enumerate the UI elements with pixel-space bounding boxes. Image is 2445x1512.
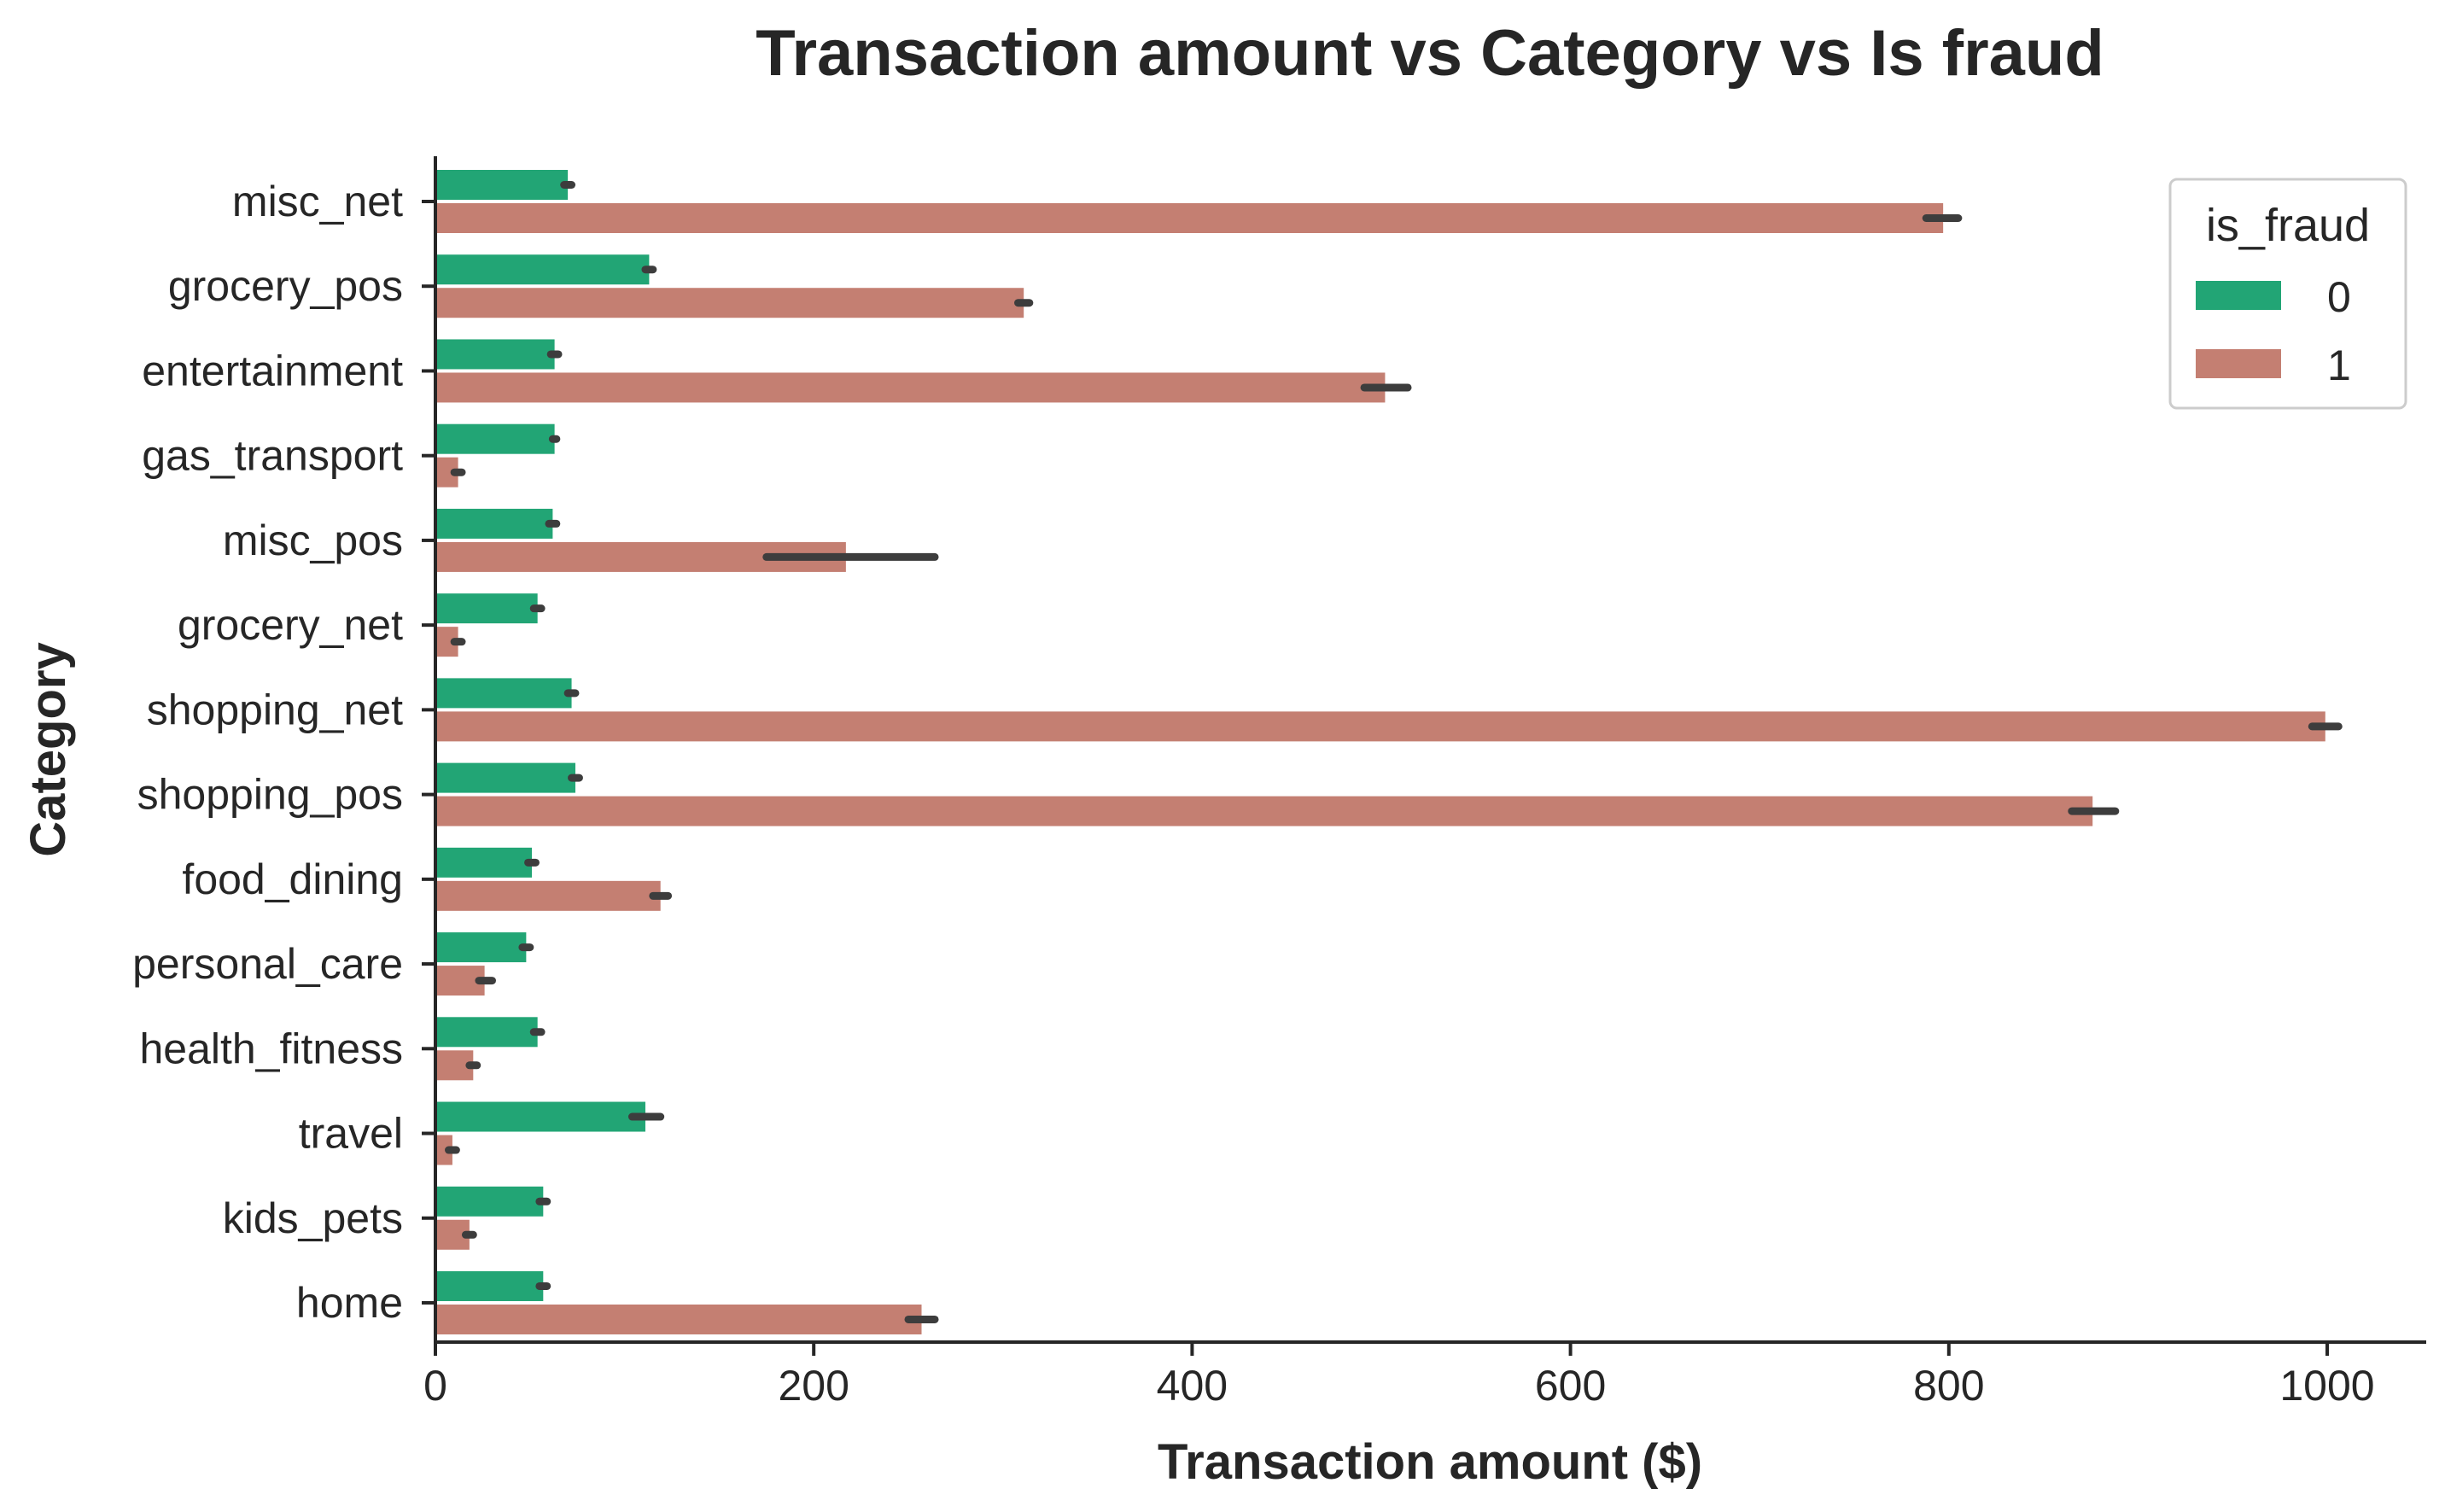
bar-food_dining-is-fraud-0	[435, 847, 533, 878]
y-tick-label-grocery_pos: grocery_pos	[168, 262, 403, 310]
y-axis-label: Category	[20, 642, 76, 856]
bar-entertainment-is-fraud-1	[435, 372, 1386, 403]
legend-title: is_fraud	[2206, 200, 2370, 251]
legend-label-0: 0	[2327, 273, 2351, 321]
y-tick-label-shopping_net: shopping_net	[147, 686, 403, 733]
x-tick-label-0: 0	[423, 1362, 447, 1410]
bar-shopping_pos-is-fraud-1	[435, 796, 2093, 826]
bar-grocery_net-is-fraud-0	[435, 593, 538, 624]
y-tick-label-shopping_pos: shopping_pos	[137, 771, 403, 819]
legend-label-1: 1	[2327, 342, 2351, 389]
y-tick-label-entertainment: entertainment	[142, 347, 403, 394]
bar-personal_care-is-fraud-0	[435, 932, 527, 963]
legend-swatch-1	[2196, 349, 2281, 378]
bar-entertainment-is-fraud-0	[435, 339, 555, 370]
x-tick-label-1000: 1000	[2279, 1362, 2374, 1410]
y-tick-label-health_fitness: health_fitness	[139, 1025, 403, 1072]
x-tick-label-400: 400	[1157, 1362, 1228, 1410]
y-tick-label-home: home	[296, 1279, 403, 1327]
bar-travel-is-fraud-1	[435, 1135, 452, 1165]
bar-home-is-fraud-1	[435, 1304, 922, 1334]
bar-misc_net-is-fraud-1	[435, 203, 1944, 233]
y-tick-label-misc_net: misc_net	[232, 178, 403, 225]
legend-swatch-0	[2196, 281, 2281, 310]
y-tick-label-personal_care: personal_care	[132, 940, 403, 988]
x-tick-label-200: 200	[778, 1362, 849, 1410]
bar-misc_pos-is-fraud-0	[435, 508, 553, 539]
bar-misc_net-is-fraud-0	[435, 170, 569, 200]
y-tick-label-food_dining: food_dining	[182, 855, 403, 903]
bar-home-is-fraud-0	[435, 1270, 544, 1301]
y-tick-label-kids_pets: kids_pets	[223, 1194, 403, 1242]
bar-grocery_pos-is-fraud-1	[435, 288, 1024, 318]
bar-travel-is-fraud-0	[435, 1101, 645, 1132]
chart-title: Transaction amount vs Category vs Is fra…	[756, 17, 2104, 90]
y-tick-label-misc_pos: misc_pos	[223, 517, 403, 564]
bar-health_fitness-is-fraud-0	[435, 1017, 538, 1048]
bar-shopping_net-is-fraud-0	[435, 678, 572, 709]
legend: is_fraud 0 1	[2168, 178, 2407, 410]
bar-shopping_net-is-fraud-1	[435, 711, 2325, 742]
x-ticks-group: 0 200 400 600 800 1000	[423, 1342, 2375, 1410]
y-tick-label-grocery_net: grocery_net	[178, 601, 403, 649]
x-axis-label: Transaction amount ($)	[1158, 1434, 1702, 1490]
bar-grocery_pos-is-fraud-0	[435, 254, 650, 285]
y-tick-label-travel: travel	[299, 1110, 403, 1158]
bar-gas_transport-is-fraud-0	[435, 423, 555, 454]
x-tick-label-800: 800	[1913, 1362, 1984, 1410]
bar-food_dining-is-fraud-1	[435, 880, 661, 911]
bar-kids_pets-is-fraud-0	[435, 1186, 544, 1217]
y-ticks-group: misc_net grocery_pos entertainment gas_tran…	[132, 178, 435, 1327]
x-tick-label-600: 600	[1535, 1362, 1606, 1410]
bars-group	[435, 170, 2325, 1334]
bar-shopping_pos-is-fraud-0	[435, 762, 575, 793]
error-bars-group	[445, 181, 2343, 1323]
y-tick-label-gas_transport: gas_transport	[142, 432, 403, 480]
